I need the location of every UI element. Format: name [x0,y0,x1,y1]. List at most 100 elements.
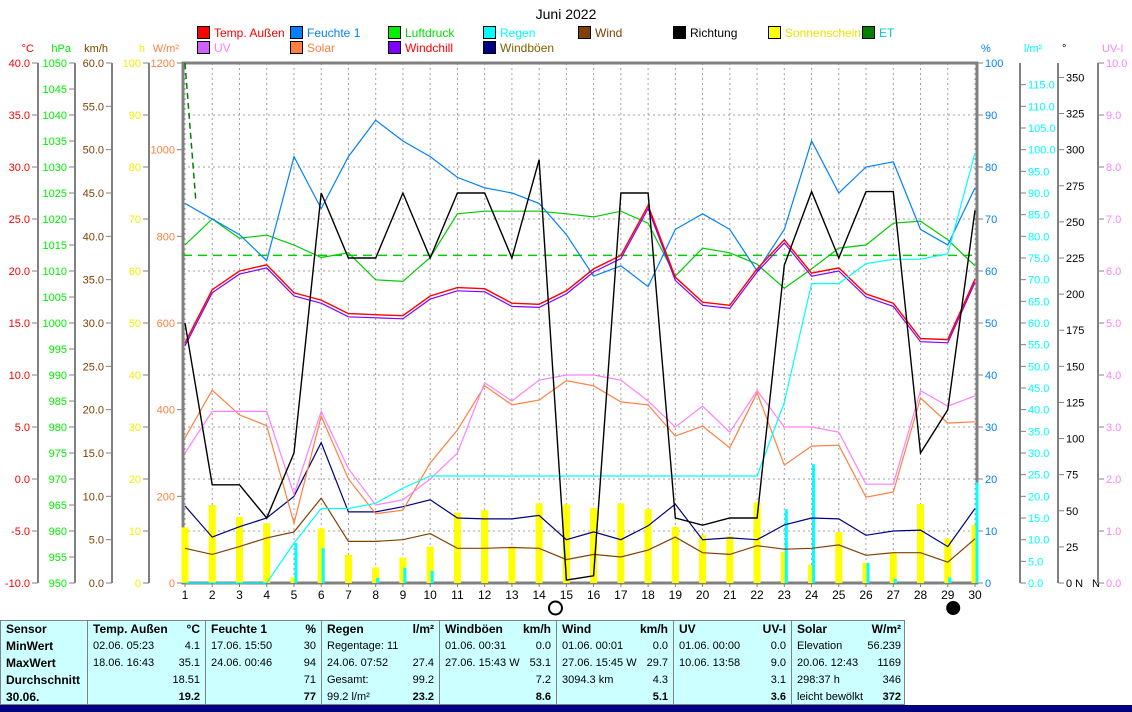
svg-text:1010: 1010 [43,266,67,278]
plot-border [181,61,979,585]
svg-text:13: 13 [505,588,519,602]
table-col-header: Solar W/m² [797,622,901,636]
svg-text:1050: 1050 [43,58,67,70]
legend-swatch-richtung-icon [673,26,686,39]
svg-text:60.0: 60.0 [83,58,104,70]
table-cell: 24.06. 00:46 94 [211,657,316,669]
legend-item-wind: Wind [578,26,622,39]
legend-swatch-solar-icon [290,41,303,54]
moon-new-icon [946,601,961,615]
svg-text:17: 17 [614,588,628,602]
svg-text:45.0: 45.0 [1028,383,1049,395]
svg-text:55.0: 55.0 [83,101,104,113]
svg-text:5.0: 5.0 [1028,556,1043,568]
svg-text:1.0: 1.0 [1106,526,1121,538]
svg-text:22: 22 [750,588,764,602]
svg-text:300: 300 [1066,145,1084,157]
legend-item-regen: Regen [483,26,535,39]
svg-text:1000: 1000 [43,318,67,330]
svg-text:12: 12 [478,588,492,602]
series-wind [184,497,976,563]
svg-text:1045: 1045 [43,84,67,96]
svg-text:70: 70 [985,214,997,226]
svg-text:400: 400 [157,405,175,417]
table-cell: 99.2 l/m² 23.2 [327,691,434,703]
svg-text:5.0: 5.0 [89,535,104,547]
svg-text:26: 26 [859,588,873,602]
svg-text:10.0: 10.0 [9,370,30,382]
svg-text:75.0: 75.0 [1028,253,1049,265]
svg-text:6.0: 6.0 [1106,266,1121,278]
svg-text:7.0: 7.0 [1106,214,1121,226]
svg-text:0: 0 [135,578,141,590]
svg-text:100: 100 [985,58,1003,70]
svg-text:hPa: hPa [51,43,71,55]
svg-text:0: 0 [985,578,991,590]
legend-swatch-windb-en-icon [483,41,496,54]
axis-uv-i: UV-I 0.0 1.0 2.0 3.0 4.0 5.0 6.0 7.0 8.0 9.0 10.0 [1097,43,1127,590]
table-cell: 8.6 [535,691,551,703]
svg-text:225: 225 [1066,253,1084,265]
svg-text:80.0: 80.0 [1028,231,1049,243]
axis-hpa: hPa 950 955 960 965 970 975 980 985 990 995 1000 100… [43,43,76,590]
svg-text:0.0: 0.0 [1106,578,1121,590]
table-col-solar: Solar W/m² Elevation 56.239 20.06. 12:43 1169… [791,621,906,704]
svg-text:%: % [981,43,991,55]
legend-label: Luftdruck [405,25,455,40]
svg-text:3: 3 [236,588,243,602]
table-cell: 17.06. 15:50 30 [211,640,316,652]
svg-text:60: 60 [129,266,141,278]
table-row-label: Sensor [6,622,47,636]
svg-text:15.0: 15.0 [1028,513,1049,525]
svg-text:1040: 1040 [43,110,67,122]
legend-swatch-feuchte-1-icon [290,26,303,39]
svg-text:1: 1 [182,588,189,602]
legend-swatch-luftdruck-icon [388,26,401,39]
svg-text:60.0: 60.0 [1028,318,1049,330]
svg-text:965: 965 [49,500,67,512]
svg-text:15.0: 15.0 [9,318,30,330]
table-cell: 77 [303,691,316,703]
axis-c: °C -10.0 -5.0 0.0 5.0 10.0 15.0 20.0 25.0 30.0 35.… [5,43,39,590]
table-col-header: Wind km/h [562,622,668,636]
legend-label: Wind [595,25,623,40]
legend-swatch-regen-icon [483,26,496,39]
svg-text:100: 100 [1066,434,1084,446]
svg-text:1015: 1015 [43,240,67,252]
svg-text:970: 970 [49,474,67,486]
svg-text:15.0: 15.0 [83,448,104,460]
svg-text:10: 10 [423,588,437,602]
svg-text:29: 29 [941,588,955,602]
svg-text:0 N: 0 N [1066,578,1083,590]
svg-text:25.0: 25.0 [1028,470,1049,482]
svg-text:995: 995 [49,344,67,356]
legend-swatch-windchill-icon [388,41,401,54]
table-cell: Regentage: 11 [327,640,399,652]
series-luftdruck [184,210,976,289]
svg-text:27: 27 [887,588,901,602]
legend-item-windchill: Windchill [388,41,453,54]
series-solar [184,379,976,526]
svg-text:5: 5 [291,588,298,602]
svg-text:600: 600 [157,318,175,330]
svg-text:115.0: 115.0 [1028,80,1055,92]
svg-text:90: 90 [129,110,141,122]
svg-text:km/h: km/h [84,43,108,55]
table-row-label: Durchschnitt [6,673,81,687]
legend-swatch-sonnenschein-icon [768,26,781,39]
table-cell: 19.2 [178,691,200,703]
svg-text:14: 14 [532,588,546,602]
svg-text:35.0: 35.0 [9,110,30,122]
svg-text:100.0: 100.0 [1028,145,1056,157]
table-col-header: Windböen km/h [445,622,551,636]
svg-text:1035: 1035 [43,136,67,148]
svg-text:20.0: 20.0 [1028,491,1049,503]
axis-l-m: l/m² 0.0 5.0 10.0 15.0 20.0 25.0 30.0 35.0 40.0 45… [1019,43,1056,590]
legend-item-temp-au-en: Temp. Außen [197,26,285,39]
table-cell: 5.1 [652,691,668,703]
legend-item-sonnenschein: Sonnenschein [768,26,861,39]
grid [183,63,977,583]
svg-text:960: 960 [49,526,67,538]
svg-text:45.0: 45.0 [83,188,104,200]
svg-text:80: 80 [985,162,997,174]
